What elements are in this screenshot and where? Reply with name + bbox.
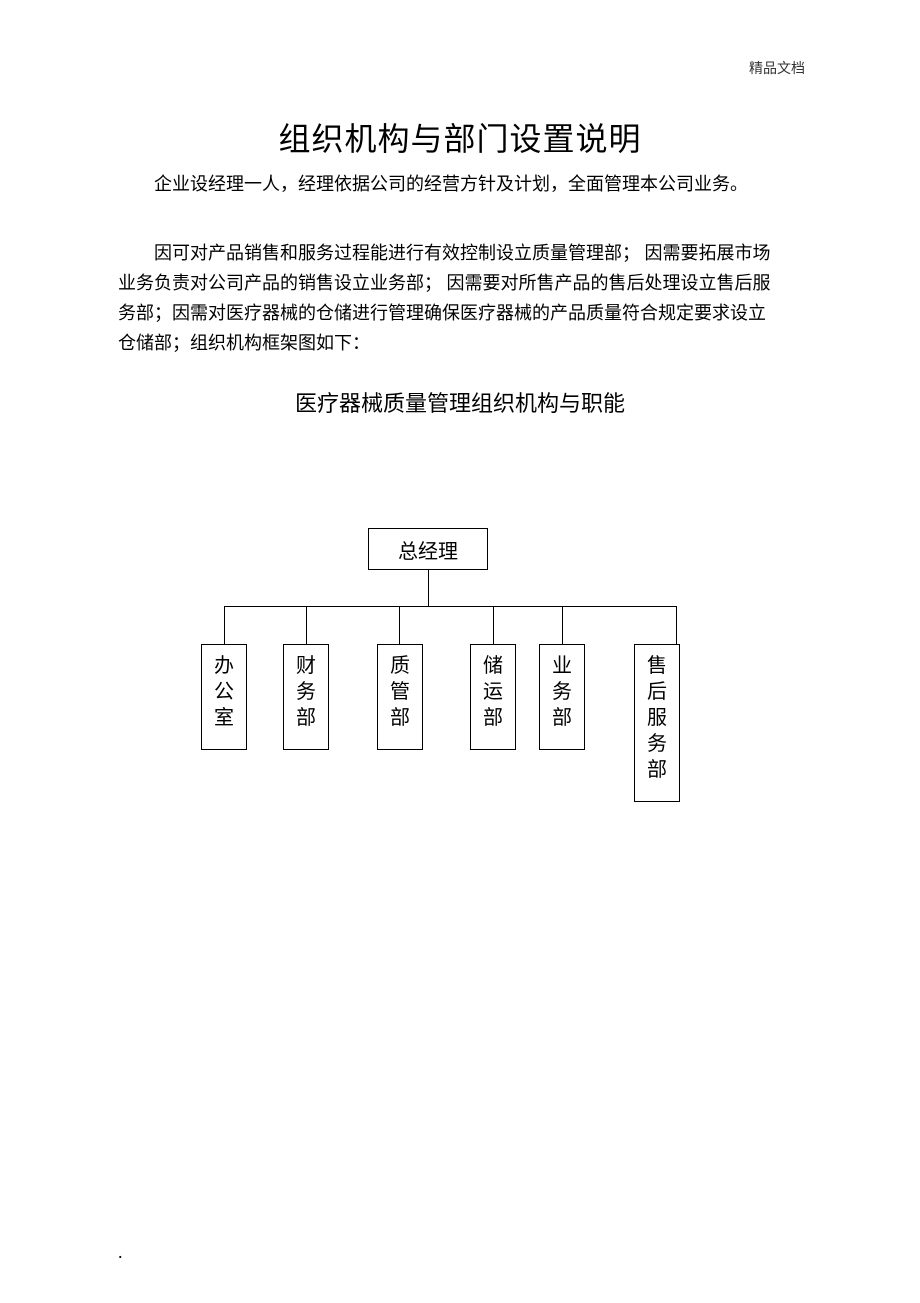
org-dept-char: 部 bbox=[647, 757, 667, 783]
footer-dot: . bbox=[118, 1242, 123, 1263]
org-dept-char: 财 bbox=[296, 653, 316, 679]
org-line-horizontal bbox=[224, 606, 676, 607]
para2-line-1: 业务负责对公司产品的销售设立业务部； 因需要对所售产品的售后处理设立售后服 bbox=[118, 273, 771, 293]
org-dept-char: 运 bbox=[483, 679, 503, 705]
para2-line-0: 因可对产品销售和服务过程能进行有效控制设立质量管理部； 因需要拓展市场 bbox=[154, 243, 771, 263]
org-dept-char: 公 bbox=[214, 679, 234, 705]
org-dept-char: 服 bbox=[647, 705, 667, 731]
org-line-down bbox=[306, 606, 307, 644]
paragraph-1: 企业设经理一人，经理依据公司的经营方针及计划，全面管理本公司业务。 bbox=[118, 170, 810, 198]
org-dept-char: 售 bbox=[647, 653, 667, 679]
org-dept-node: 财务部 bbox=[283, 644, 329, 750]
org-dept-char: 管 bbox=[390, 679, 410, 705]
org-line-down bbox=[493, 606, 494, 644]
org-dept-char: 务 bbox=[647, 731, 667, 757]
page-title: 组织机构与部门设置说明 bbox=[0, 114, 920, 160]
org-dept-node: 质管部 bbox=[377, 644, 423, 750]
org-dept-node: 储运部 bbox=[470, 644, 516, 750]
org-root-label: 总经理 bbox=[398, 535, 458, 564]
org-dept-node: 售后服务部 bbox=[634, 644, 680, 802]
org-line-down bbox=[224, 606, 225, 644]
org-dept-char: 务 bbox=[552, 679, 572, 705]
org-line-down bbox=[399, 606, 400, 644]
sub-title: 医疗器械质量管理组织机构与职能 bbox=[0, 386, 920, 418]
header-mark: 精品文档 bbox=[749, 58, 805, 78]
org-root-node: 总经理 bbox=[368, 528, 488, 570]
org-dept-char: 办 bbox=[214, 653, 234, 679]
para2-line-2: 务部；因需对医疗器械的仓储进行管理确保医疗器械的产品质量符合规定要求设立 bbox=[118, 303, 766, 323]
org-dept-char: 部 bbox=[483, 705, 503, 731]
paragraph-2: 因可对产品销售和服务过程能进行有效控制设立质量管理部； 因需要拓展市场 业务负责… bbox=[118, 238, 810, 358]
org-dept-char: 部 bbox=[552, 705, 572, 731]
org-dept-char: 后 bbox=[647, 679, 667, 705]
org-dept-char: 业 bbox=[552, 653, 572, 679]
org-dept-node: 业务部 bbox=[539, 644, 585, 750]
org-dept-node: 办公室 bbox=[201, 644, 247, 750]
para2-line-3: 仓储部；组织机构框架图如下： bbox=[118, 333, 370, 353]
org-line-down bbox=[676, 606, 677, 644]
org-dept-char: 部 bbox=[390, 705, 410, 731]
org-dept-char: 储 bbox=[483, 653, 503, 679]
org-dept-char: 部 bbox=[296, 705, 316, 731]
org-dept-char: 室 bbox=[214, 705, 234, 731]
org-line-root-down bbox=[428, 570, 429, 606]
org-line-down bbox=[562, 606, 563, 644]
org-dept-char: 务 bbox=[296, 679, 316, 705]
org-dept-char: 质 bbox=[390, 653, 410, 679]
